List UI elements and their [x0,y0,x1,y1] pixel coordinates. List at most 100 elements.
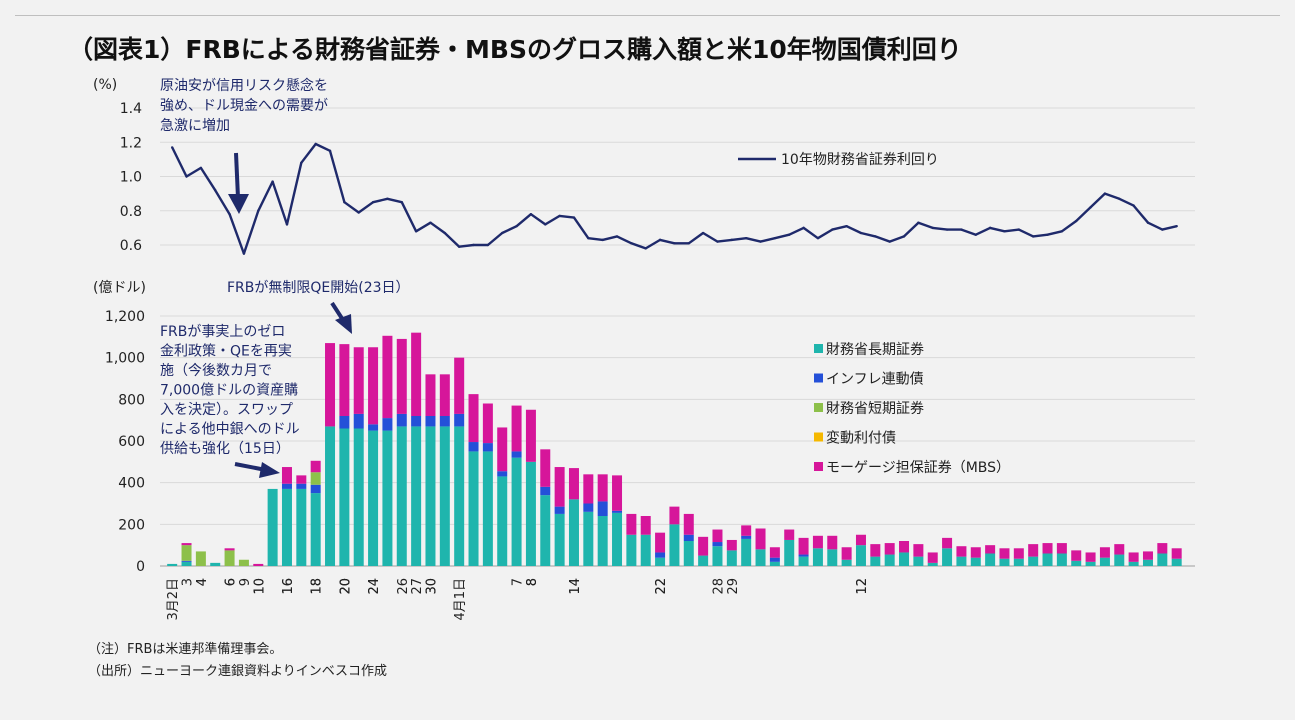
bar-xtick-label: 12 [855,578,870,595]
bar-segment-2 [769,557,780,562]
bar-segment-2 [454,413,465,427]
bar-segment-2 [181,560,192,562]
yield-line [171,142,1177,255]
bar-xtick-label: 22 [654,578,669,595]
bar-segment-1 [784,539,795,566]
bar-segment-1 [812,548,823,566]
bar-xtick-label: 10 [252,578,267,595]
chart-title: （図表1）FRBによる財務省証券・MBSのグロス購入額と米10年物国債利回り [68,35,962,64]
bar-segment-1 [540,495,551,566]
bar-segment-2 [540,486,551,496]
top-rule [15,15,1280,16]
yield-point [1060,230,1064,233]
yield-point [773,236,777,240]
bar-segment-5 [597,474,608,502]
bar-xtick-label: 8 [525,578,540,586]
line-annotation-text: 原油安が信用リスク懸念を [160,77,328,94]
bar-legend-label: モーゲージ担保証券（MBS） [826,460,1010,476]
bar-segment-2 [612,510,623,513]
yield-point [816,236,820,240]
bar-segment-1 [554,513,565,566]
bar-segment-2 [712,542,723,547]
bar-ytick-label: 400 [118,476,145,492]
bar-segment-5 [439,374,450,416]
bar-xtick-label: 18 [310,578,325,595]
yield-point [658,238,662,242]
bar-segment-5 [626,513,637,535]
bar-xtick-label: 16 [281,578,296,595]
bar-segment-5 [1042,543,1053,554]
bar-segment-5 [554,467,565,507]
bar-legend-swatch [814,462,823,471]
yield-point [429,221,432,224]
bar-segment-5 [841,547,852,560]
bar-segment-1 [956,556,967,566]
bar-segment-5 [1114,544,1125,555]
yield-point [242,252,246,255]
bar-segment-3 [238,559,249,566]
bar-segment-5 [1056,543,1067,554]
bar-xtick-label: 20 [338,578,353,595]
bar-segment-1 [511,457,522,566]
bar-segment-1 [1042,553,1053,566]
yield-point [630,242,633,245]
bar-segment-5 [741,525,752,536]
yield-point [1031,235,1035,238]
bar-segment-2 [497,471,508,477]
bar-segment-2 [482,443,493,452]
bar-xtick-label: 7 [511,578,526,586]
bar-segment-5 [999,548,1010,559]
bar-segment-1 [296,488,307,566]
yield-point [644,247,647,250]
bar-annotation-left-text: 7,000億ドルの資産購 [160,383,298,399]
line-ytick-label: 0.6 [120,238,142,254]
bar-segment-1 [640,534,651,566]
bar-xtick-label: 3月2日 [166,578,181,621]
bar-segment-5 [411,332,422,416]
yield-point [1089,206,1092,209]
bar-segment-5 [655,532,666,553]
bar-segment-1 [353,428,364,566]
bar-segment-1 [396,426,407,566]
bar-xtick-label: 4 [195,578,210,586]
bar-segment-1 [741,538,752,566]
bar-annotation-left-text: による他中銀へのドル [160,422,300,438]
bar-segment-3 [224,550,235,566]
bar-ytick-label: 800 [118,392,145,408]
bar-xtick-label: 20 [338,578,353,595]
yield-point [1175,224,1178,228]
yield-point [271,180,274,183]
bar-segment-2 [468,442,479,452]
bar-xtick-label: 3 [181,578,196,586]
bar-segment-5 [985,545,996,554]
line-legend-label: 10年物財務省証券利回り [781,152,939,168]
bar-segment-1 [927,562,938,566]
bar-legend-swatch [814,373,823,383]
bar-segment-1 [310,493,321,566]
bar-segment-1 [411,426,422,566]
bar-segment-5 [1099,547,1110,558]
note-line-1: （注）FRBは米連邦準備理事会。 [88,642,283,657]
bar-segment-5 [827,535,838,550]
bar-segment-5 [454,357,465,414]
bar-segment-1 [454,426,465,566]
yield-point [673,242,676,245]
bar-segment-1 [368,430,379,566]
bar-annotation-left-text: 供給も強化（15日） [160,441,290,457]
yield-point [730,238,734,242]
bar-xtick-label: 26 [396,578,411,595]
bar-legend-swatch [814,344,823,353]
bar-segment-1 [1128,561,1139,566]
bar-segment-1 [1028,556,1039,566]
bar-segment-5 [1142,551,1153,560]
bar-segment-1 [1071,560,1082,566]
yield-point [501,231,504,235]
bar-segment-1 [339,428,350,566]
yield-point [1132,204,1135,207]
note-line-2: （出所）ニューヨーク連銀資料よりインベスコ作成 [88,664,388,679]
bar-segment-2 [439,416,450,427]
bar-segment-2 [339,416,350,429]
bar-segment-1 [698,555,709,566]
